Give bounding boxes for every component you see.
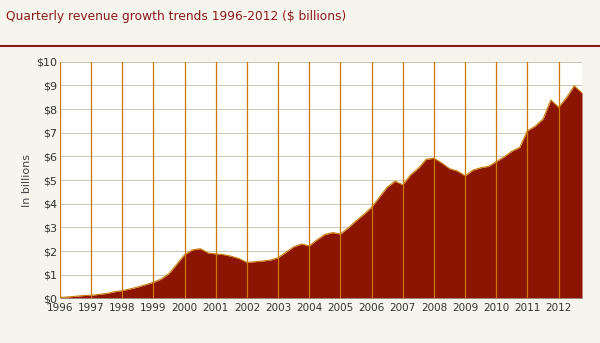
Y-axis label: In billions: In billions (22, 154, 32, 206)
Text: Quarterly revenue growth trends 1996-2012 ($ billions): Quarterly revenue growth trends 1996-201… (6, 10, 346, 23)
